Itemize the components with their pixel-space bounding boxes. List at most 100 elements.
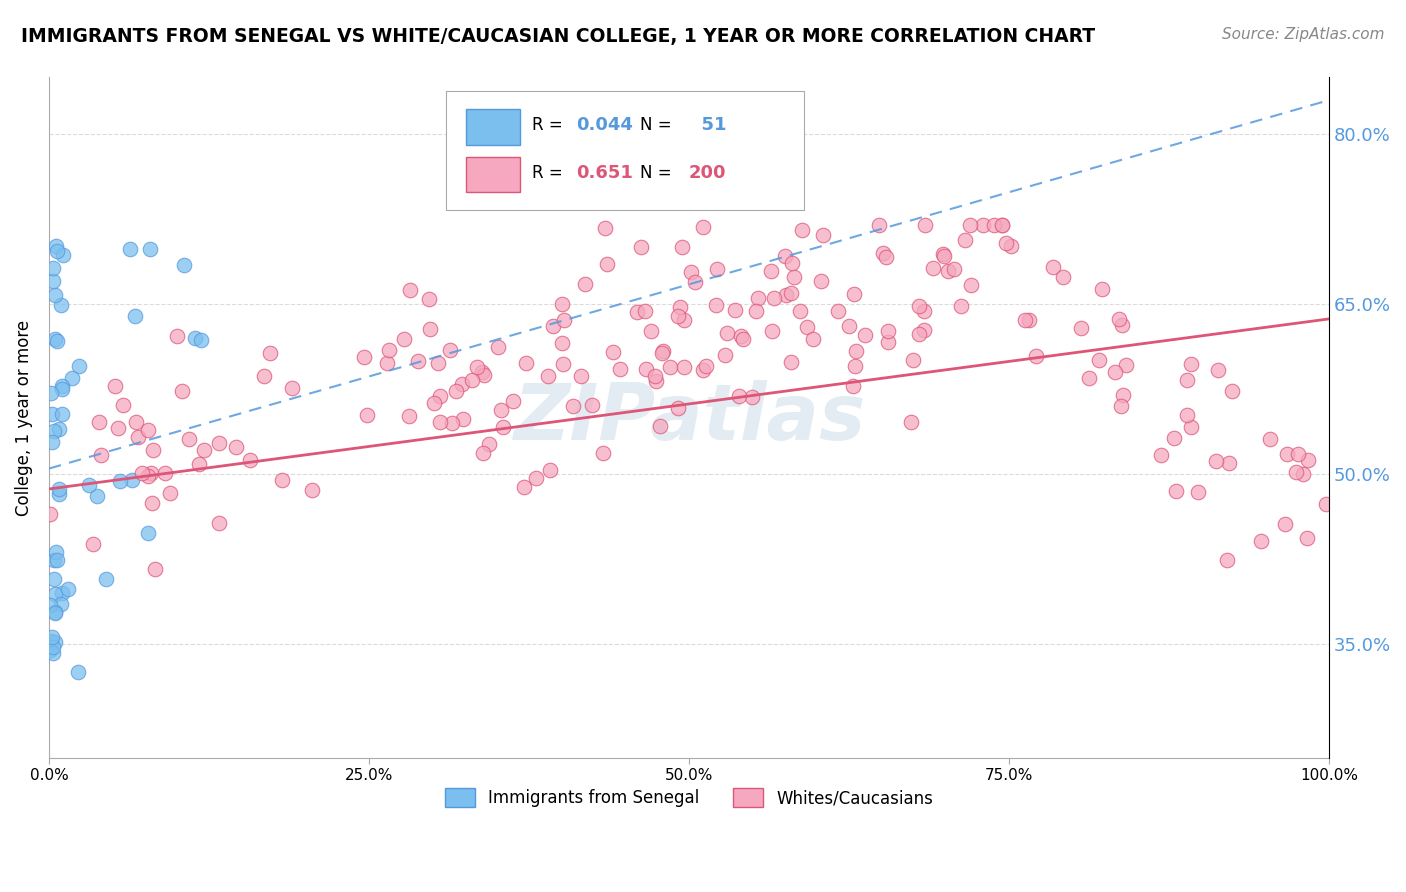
Point — [838, 319, 860, 334]
Point — [953, 233, 976, 247]
Point — [51, 382, 73, 396]
Point — [46, 334, 69, 349]
Point — [551, 357, 574, 371]
Point — [1187, 484, 1209, 499]
Point — [512, 480, 534, 494]
Point — [51, 586, 73, 600]
Point — [45, 553, 67, 567]
Point — [796, 320, 818, 334]
Point — [1108, 311, 1130, 326]
Point — [1111, 318, 1133, 333]
Point — [42, 274, 65, 288]
Point — [60, 371, 83, 385]
Point — [419, 322, 441, 336]
Point — [1205, 453, 1227, 467]
Point — [779, 286, 801, 301]
Point — [39, 598, 62, 612]
Point — [1042, 260, 1064, 275]
Point — [356, 408, 378, 422]
Point — [478, 437, 501, 451]
Point — [875, 251, 897, 265]
Point — [761, 324, 783, 338]
Point — [1291, 467, 1313, 481]
Text: 0.651: 0.651 — [576, 163, 633, 182]
Point — [1078, 370, 1101, 384]
Point — [949, 299, 972, 313]
Point — [418, 293, 440, 307]
Point — [1025, 349, 1047, 363]
Point — [877, 334, 900, 349]
Point — [1274, 516, 1296, 531]
Point — [745, 304, 768, 318]
Point — [636, 361, 658, 376]
Point — [465, 359, 488, 374]
Point — [634, 304, 657, 318]
Text: N =: N = — [640, 163, 678, 182]
Text: Source: ZipAtlas.com: Source: ZipAtlas.com — [1222, 27, 1385, 42]
Point — [538, 463, 561, 477]
Point — [188, 457, 211, 471]
Point — [728, 389, 751, 403]
Point — [648, 419, 671, 434]
Point — [936, 264, 959, 278]
Point — [609, 362, 631, 376]
Point — [842, 287, 865, 301]
Point — [630, 239, 652, 253]
Point — [960, 278, 983, 293]
Point — [103, 379, 125, 393]
Point — [872, 245, 894, 260]
Point — [44, 634, 66, 648]
Point — [392, 332, 415, 346]
Point — [208, 516, 231, 531]
Point — [190, 334, 212, 348]
Point — [39, 385, 62, 400]
Point — [515, 356, 537, 370]
Point — [107, 421, 129, 435]
Point — [1298, 453, 1320, 467]
Point — [1250, 534, 1272, 549]
Point — [876, 324, 898, 338]
Point — [429, 415, 451, 429]
Point — [759, 263, 782, 277]
Point — [441, 416, 464, 430]
Point — [44, 587, 66, 601]
Point — [41, 407, 63, 421]
Point — [143, 562, 166, 576]
Point — [801, 332, 824, 346]
Point — [912, 303, 935, 318]
Point — [38, 643, 60, 657]
Point — [44, 332, 66, 346]
Text: R =: R = — [531, 116, 568, 134]
Point — [827, 303, 849, 318]
Point — [142, 443, 165, 458]
Point — [136, 469, 159, 483]
Point — [730, 329, 752, 343]
Point — [173, 258, 195, 272]
Point — [1286, 447, 1309, 461]
Point — [1018, 313, 1040, 327]
Point — [58, 582, 80, 596]
Point — [731, 332, 754, 346]
Point — [810, 274, 832, 288]
Point — [353, 350, 375, 364]
Legend: Immigrants from Senegal, Whites/Caucasians: Immigrants from Senegal, Whites/Caucasia… — [439, 781, 939, 814]
Point — [253, 368, 276, 383]
Point — [39, 507, 62, 521]
Point — [1315, 497, 1337, 511]
Point — [553, 313, 575, 327]
Point — [747, 291, 769, 305]
Point — [524, 471, 547, 485]
Point — [41, 435, 63, 450]
Point — [446, 384, 468, 398]
Point — [914, 218, 936, 232]
Point — [1163, 431, 1185, 445]
Point — [82, 536, 104, 550]
Point — [461, 373, 484, 387]
Point — [1175, 373, 1198, 387]
Point — [127, 430, 149, 444]
Text: N =: N = — [640, 116, 678, 134]
Point — [427, 356, 450, 370]
Point — [626, 305, 648, 319]
Point — [666, 309, 689, 323]
Point — [741, 390, 763, 404]
